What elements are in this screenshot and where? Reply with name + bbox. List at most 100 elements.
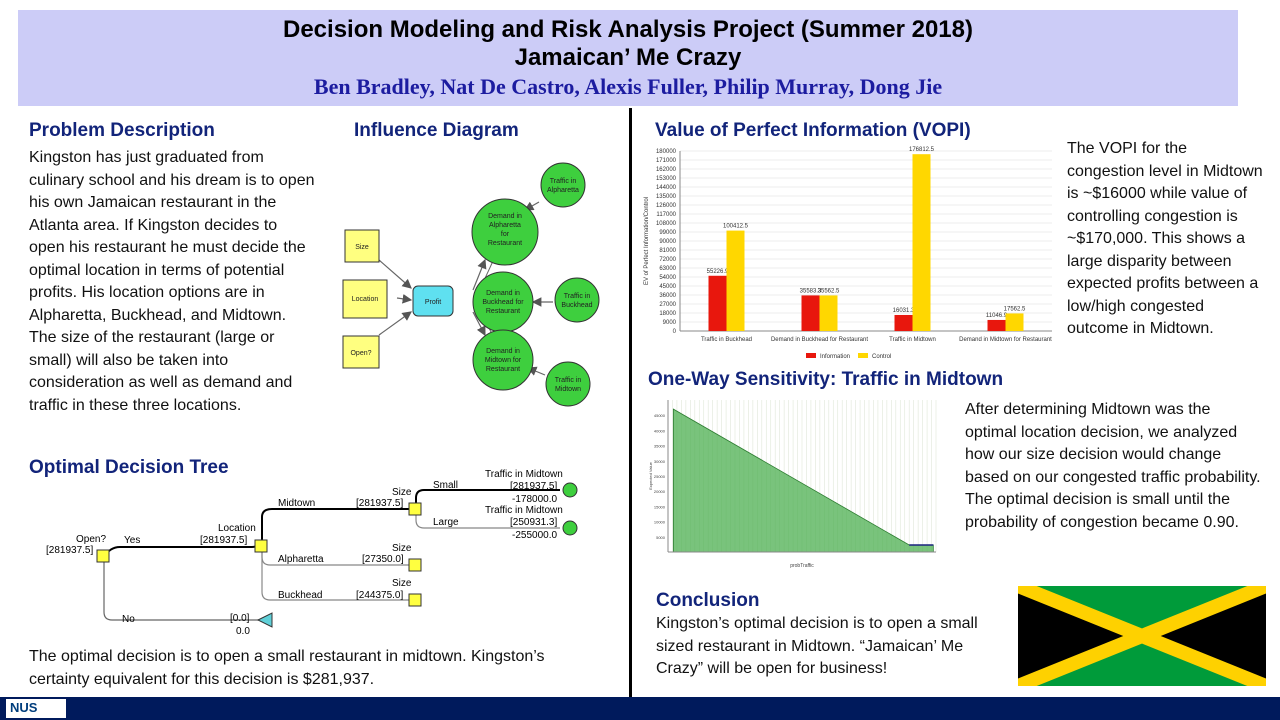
demand-alpharetta-node (471, 198, 539, 266)
y-tick-label: 27000 (659, 302, 676, 308)
tree-branch-small (415, 489, 560, 507)
traffic-midtown-node (545, 361, 591, 407)
influence-diagram: Size Location Open? Profit Demand in Alp… (342, 162, 600, 407)
poster-subtitle: Jamaican’ Me Crazy (514, 44, 742, 71)
demand-alpharetta-label: Restaurant (488, 240, 522, 247)
large-payoff: -255000.0 (512, 530, 557, 541)
location-value: [281937.5] (200, 535, 247, 546)
size-decision-node-alpharetta (408, 558, 422, 572)
sensitivity-text: After determining Midtown was the optima… (965, 401, 1261, 531)
alpharetta-value: [27350.0] (362, 554, 404, 565)
buckhead-value: [244375.0] (356, 590, 403, 601)
legend-label-control: Control (872, 354, 891, 360)
profit-node-label: Profit (425, 299, 441, 306)
tree-branch-midtown (261, 508, 412, 540)
demand-alpharetta-label: Alpharetta (489, 222, 521, 229)
problem-line: Kingston has just graduated from (29, 149, 264, 166)
y-tick-label: 10000 (654, 520, 666, 525)
problem-line: consideration as well as demand and (29, 374, 293, 391)
demand-midtown-node (472, 329, 534, 391)
sensitivity-area (672, 408, 934, 553)
problem-line: Alpharetta, Buckhead, and Midtown. (29, 306, 287, 324)
x-axis-label: probTraffic (790, 563, 814, 569)
bar-information (987, 319, 1006, 331)
no-value: [0.0] (230, 613, 250, 624)
bar-control (1005, 313, 1024, 331)
size-label-midtown: Size (392, 487, 412, 498)
small-traffic-label: Traffic in Midtown (485, 469, 563, 480)
demand-buckhead-label: Demand in (486, 290, 520, 297)
y-tick-label: 25000 (654, 474, 666, 479)
chance-node-large (562, 520, 578, 536)
bar-information (894, 314, 913, 331)
traffic-alpharetta-label: Traffic in (550, 178, 577, 185)
demand-buckhead-label: Restaurant (486, 308, 520, 315)
footer-bar: NUS (0, 697, 1280, 720)
traffic-midtown-label: Traffic in (555, 377, 582, 384)
traffic-alpharetta-label: Alpharetta (547, 187, 579, 194)
decision-tree: Open? [281937.5] Yes No Location [281937… (46, 469, 578, 637)
x-tick-label: Traffic in Midtown (889, 337, 936, 343)
poster-authors: Ben Bradley, Nat De Castro, Alexis Fulle… (313, 74, 943, 99)
y-tick-label: 0 (673, 329, 677, 335)
conclusion-heading: Conclusion (656, 590, 760, 611)
y-tick-label: 90000 (659, 239, 676, 245)
y-tick-label: 171000 (656, 158, 677, 164)
size-label-alpharetta: Size (392, 543, 412, 554)
influence-heading: Influence Diagram (354, 120, 519, 141)
y-tick-label: 162000 (656, 167, 677, 173)
bar-value-label: 17562.5 (1004, 306, 1026, 312)
bar-value-label: 16031.3 (893, 308, 915, 314)
y-tick-label: 35000 (654, 444, 666, 449)
problem-line: Atlanta area. If Kingston decides to (29, 216, 278, 234)
y-tick-label: 81000 (659, 248, 676, 254)
bar-information (708, 275, 727, 331)
jamaica-flag-image (1018, 586, 1266, 686)
open-node-label: Open? (350, 350, 371, 357)
problem-line: small) will also be taken into (29, 351, 229, 369)
y-tick-label: 135000 (656, 194, 677, 200)
x-tick-label: Demand in Buckhead for Restaurant (771, 337, 868, 343)
y-tick-label: 45000 (659, 284, 676, 290)
bar-control (726, 230, 745, 331)
size-decision-node-midtown (408, 502, 422, 516)
problem-line: his own Jamaican restaurant in the (29, 194, 277, 211)
demand-midtown-label: Restaurant (486, 366, 520, 373)
size-decision-node-buckhead (408, 593, 422, 607)
tree-branch-no (103, 559, 260, 621)
x-tick-label: Traffic in Buckhead (701, 337, 752, 343)
midtown-value: [281937.5] (356, 498, 403, 509)
conclusion-text: Kingston’s optimal decision is to open a… (656, 615, 978, 677)
legend-swatch-information (806, 353, 816, 358)
x-tick-label: Demand in Midtown for Restaurant (959, 337, 1052, 343)
small-payoff: -178000.0 (512, 494, 557, 505)
tree-heading: Optimal Decision Tree (29, 457, 229, 478)
traffic-buckhead-label: Buckhead (561, 302, 592, 309)
y-axis-label: Expected Value (648, 461, 653, 489)
problem-line: culinary school and his dream is to open (29, 171, 315, 189)
problem-line: open his restaurant he must decide the (29, 239, 306, 256)
bar-value-label: 176812.5 (909, 147, 935, 153)
traffic-buckhead-label: Traffic in (564, 293, 591, 300)
small-value: [281937.5] (510, 481, 557, 492)
y-tick-label: 108000 (656, 221, 677, 227)
demand-midtown-label: Midtown for (485, 357, 522, 364)
y-tick-label: 153000 (656, 176, 677, 182)
location-node-label: Location (352, 296, 379, 303)
y-tick-label: 18000 (659, 311, 676, 317)
poster-title: Decision Modeling and Risk Analysis Proj… (283, 16, 973, 43)
sensitivity-chart: 45000 40000 35000 30000 25000 20000 15000 10000… (648, 400, 937, 569)
bar-value-label: 100412.5 (723, 224, 749, 230)
alpharetta-label: Alpharetta (278, 554, 324, 565)
bar-value-label: 11046.9 (986, 313, 1008, 319)
y-tick-label: 20000 (654, 489, 666, 494)
tree-branch-large (415, 512, 560, 529)
demand-buckhead-label: Buckhead for (482, 299, 524, 306)
traffic-buckhead-node (554, 277, 600, 323)
y-tick-label: 5000 (656, 535, 666, 540)
location-label: Location (218, 523, 256, 534)
yes-label: Yes (124, 535, 140, 546)
nus-logo: NUS (6, 699, 66, 718)
buckhead-label: Buckhead (278, 590, 322, 601)
poster-header: Decision Modeling and Risk Analysis Proj… (18, 10, 1238, 106)
